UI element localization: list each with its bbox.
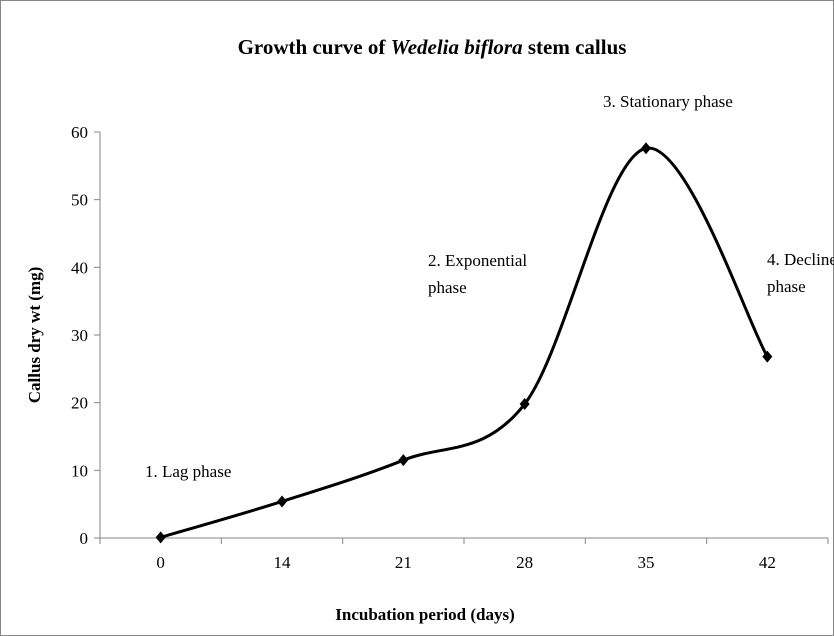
marker <box>398 454 409 467</box>
annotation-line: phase <box>767 277 806 296</box>
y-tick-label: 0 <box>80 529 89 548</box>
annotation-line: 2. Exponential <box>428 251 527 270</box>
annotation: 1. Lag phase <box>145 462 231 481</box>
title-part: stem callus <box>523 35 627 59</box>
annotation: 3. Stationary phase <box>603 92 733 111</box>
x-tick-label: 21 <box>395 553 412 572</box>
x-tick-label: 42 <box>759 553 776 572</box>
marker <box>641 142 651 155</box>
y-tick-label: 60 <box>71 123 88 142</box>
chart-title: Growth curve of Wedelia biflora stem cal… <box>238 35 627 59</box>
y-tick-label: 30 <box>71 326 88 345</box>
annotation-line: phase <box>428 278 467 297</box>
x-tick-label: 28 <box>516 553 533 572</box>
title-part: Growth curve of <box>238 35 391 59</box>
x-axis-label: Incubation period (days) <box>335 605 514 624</box>
y-axis-label: Callus dry wt (mg) <box>25 267 44 403</box>
y-tick-label: 40 <box>71 258 88 277</box>
annotation: 4. Decline phase <box>767 250 834 296</box>
x-tick-label: 14 <box>274 553 292 572</box>
title-italic: Wedelia biflora <box>391 35 523 59</box>
marker <box>155 531 166 544</box>
annotation-line: 4. Decline <box>767 250 834 269</box>
y-tick-label: 20 <box>71 394 88 413</box>
x-tick-label: 35 <box>638 553 655 572</box>
annotation: 2. Exponential phase <box>428 251 527 297</box>
x-tick-label: 0 <box>156 553 165 572</box>
marker <box>277 495 287 508</box>
marker <box>762 350 773 363</box>
annotation-line: 1. Lag phase <box>145 462 231 481</box>
marker <box>519 398 530 411</box>
y-tick-label: 10 <box>71 461 88 480</box>
annotation-line: 3. Stationary phase <box>603 92 733 111</box>
y-tick-label: 50 <box>71 191 88 210</box>
